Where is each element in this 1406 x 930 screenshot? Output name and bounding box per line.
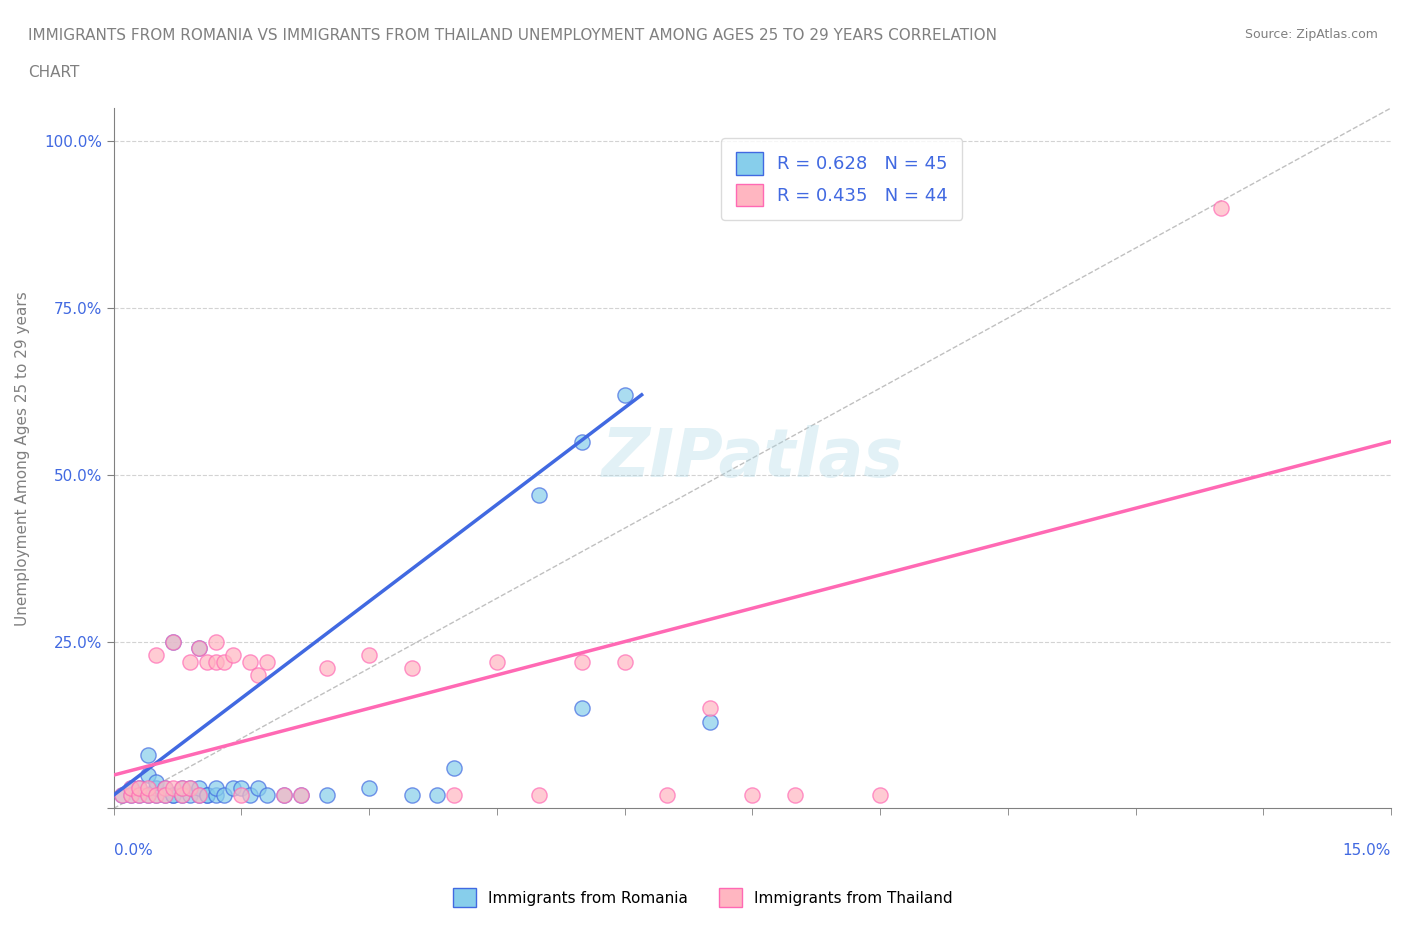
Text: Source: ZipAtlas.com: Source: ZipAtlas.com — [1244, 28, 1378, 41]
Point — [571, 701, 593, 716]
Point — [187, 641, 209, 656]
Point — [222, 781, 245, 796]
Point — [128, 788, 150, 803]
Point — [145, 647, 167, 662]
Point — [359, 647, 381, 662]
Point — [315, 661, 337, 676]
Point — [170, 788, 193, 803]
Point — [231, 788, 253, 803]
Point — [187, 641, 209, 656]
Point — [153, 788, 176, 803]
Point — [273, 788, 295, 803]
Text: 0.0%: 0.0% — [114, 844, 152, 858]
Point — [136, 748, 159, 763]
Point — [128, 788, 150, 803]
Point — [239, 788, 262, 803]
Point — [145, 788, 167, 803]
Point — [214, 788, 236, 803]
Point — [120, 788, 142, 803]
Point — [290, 788, 312, 803]
Point — [128, 781, 150, 796]
Point — [222, 647, 245, 662]
Point — [256, 654, 278, 669]
Point — [290, 788, 312, 803]
Point — [162, 634, 184, 649]
Y-axis label: Unemployment Among Ages 25 to 29 years: Unemployment Among Ages 25 to 29 years — [15, 291, 30, 626]
Point — [247, 781, 270, 796]
Point — [136, 767, 159, 782]
Legend: Immigrants from Romania, Immigrants from Thailand: Immigrants from Romania, Immigrants from… — [447, 883, 959, 913]
Point — [145, 788, 167, 803]
Point — [443, 788, 465, 803]
Point — [273, 788, 295, 803]
Point — [571, 434, 593, 449]
Point — [170, 781, 193, 796]
Point — [187, 788, 209, 803]
Point — [153, 788, 176, 803]
Point — [571, 654, 593, 669]
Point — [162, 781, 184, 796]
Point — [315, 788, 337, 803]
Point — [205, 634, 228, 649]
Point — [136, 788, 159, 803]
Text: CHART: CHART — [28, 65, 80, 80]
Point — [401, 788, 423, 803]
Point — [529, 788, 551, 803]
Point — [179, 654, 201, 669]
Point — [657, 788, 679, 803]
Point — [205, 654, 228, 669]
Point — [162, 788, 184, 803]
Point — [195, 788, 218, 803]
Point — [613, 654, 636, 669]
Point — [699, 701, 721, 716]
Text: ZIPatlas: ZIPatlas — [602, 425, 903, 491]
Point — [153, 781, 176, 796]
Point — [120, 781, 142, 796]
Point — [195, 788, 218, 803]
Point — [162, 788, 184, 803]
Point — [153, 781, 176, 796]
Point — [179, 781, 201, 796]
Point — [136, 788, 159, 803]
Point — [111, 788, 134, 803]
Point — [187, 788, 209, 803]
Point — [136, 781, 159, 796]
Point — [426, 788, 449, 803]
Point — [187, 781, 209, 796]
Point — [699, 714, 721, 729]
Point — [231, 781, 253, 796]
Point — [256, 788, 278, 803]
Point — [783, 788, 806, 803]
Point — [145, 775, 167, 790]
Point — [239, 654, 262, 669]
Point — [613, 388, 636, 403]
Point — [443, 761, 465, 776]
Text: IMMIGRANTS FROM ROMANIA VS IMMIGRANTS FROM THAILAND UNEMPLOYMENT AMONG AGES 25 T: IMMIGRANTS FROM ROMANIA VS IMMIGRANTS FR… — [28, 28, 997, 43]
Point — [1209, 201, 1232, 216]
Point — [145, 781, 167, 796]
Point — [179, 788, 201, 803]
Point — [162, 634, 184, 649]
Point — [120, 788, 142, 803]
Legend: R = 0.628   N = 45, R = 0.435   N = 44: R = 0.628 N = 45, R = 0.435 N = 44 — [721, 138, 962, 220]
Point — [170, 781, 193, 796]
Point — [205, 781, 228, 796]
Point — [128, 781, 150, 796]
Point — [111, 788, 134, 803]
Point — [359, 781, 381, 796]
Point — [205, 788, 228, 803]
Point — [120, 781, 142, 796]
Point — [179, 781, 201, 796]
Point — [869, 788, 891, 803]
Text: 15.0%: 15.0% — [1343, 844, 1391, 858]
Point — [485, 654, 508, 669]
Point — [214, 654, 236, 669]
Point — [401, 661, 423, 676]
Point — [195, 654, 218, 669]
Point — [170, 788, 193, 803]
Point — [247, 668, 270, 683]
Point — [529, 487, 551, 502]
Point — [741, 788, 763, 803]
